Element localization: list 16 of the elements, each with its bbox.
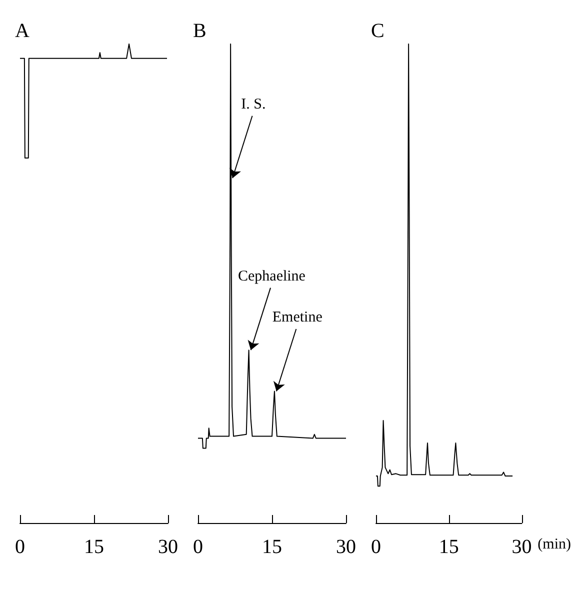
x-tick-label: 15 bbox=[262, 536, 282, 558]
x-tick-label: 30 bbox=[336, 536, 356, 558]
chart-title: A bbox=[15, 20, 30, 42]
chart-title: C bbox=[371, 20, 384, 42]
x-tick-label: 15 bbox=[438, 536, 459, 558]
x-tick-label: 30 bbox=[158, 536, 178, 558]
annotation: I. S. bbox=[241, 96, 266, 113]
x-tick-label: 15 bbox=[84, 536, 104, 558]
x-tick-label: 0 bbox=[371, 536, 381, 558]
x-tick-label: 0 bbox=[15, 536, 25, 558]
x-axis-title: (min) bbox=[538, 536, 572, 552]
annotation: Cephaeline bbox=[238, 268, 306, 284]
chart-title: B bbox=[193, 20, 206, 42]
annotation: Emetine bbox=[272, 310, 323, 326]
x-tick-label: 30 bbox=[512, 536, 532, 558]
x-tick-label: 0 bbox=[193, 536, 203, 558]
